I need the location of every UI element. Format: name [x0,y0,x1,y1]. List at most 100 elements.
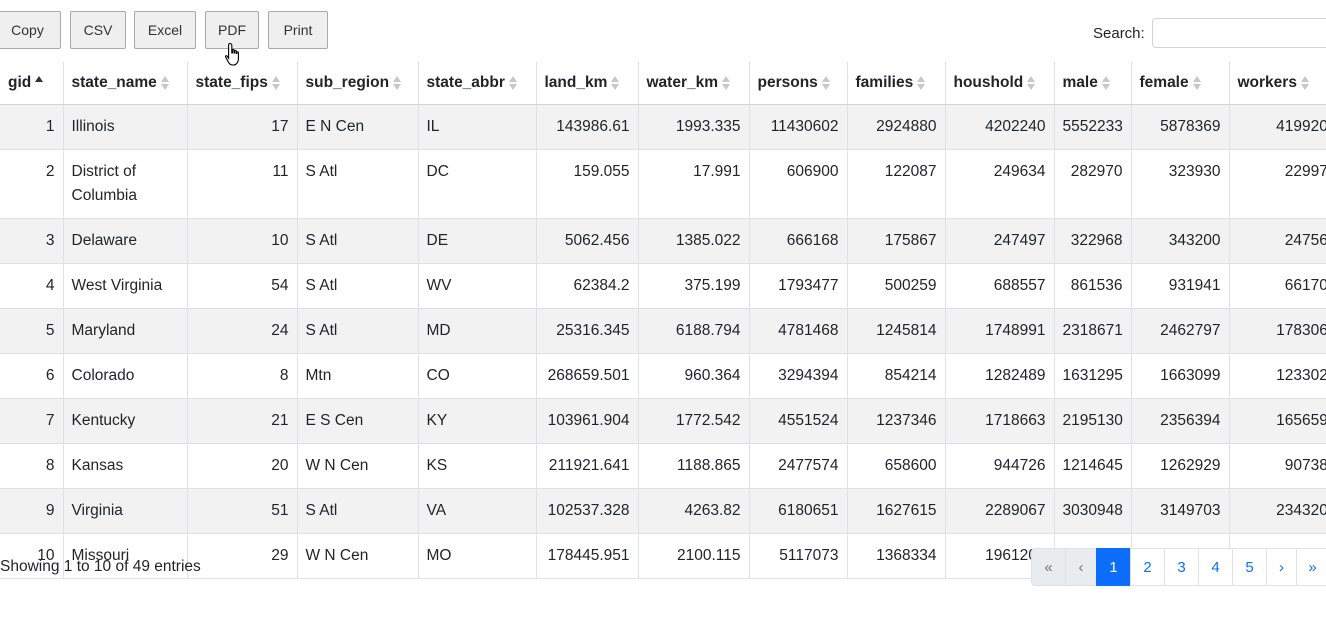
sort-both-icon [393,76,402,90]
table-header-row: gid state_name state_fips sub_region state_a… [0,62,1326,104]
copy-button[interactable]: Copy [0,11,61,49]
cell-male: 2318671 [1054,308,1131,353]
first-page-button[interactable]: « [1031,548,1066,586]
cell-land-km: 143986.61 [536,104,638,149]
cell-land-km: 103961.904 [536,398,638,443]
column-header-state-name[interactable]: state_name [63,62,187,104]
print-button[interactable]: Print [268,11,328,49]
cell-state-fips: 21 [187,398,297,443]
column-header-land-km[interactable]: land_km [536,62,638,104]
column-header-male[interactable]: male [1054,62,1131,104]
next-page-button[interactable]: › [1266,548,1297,586]
cell-female: 2356394 [1131,398,1229,443]
column-header-state-fips[interactable]: state_fips [187,62,297,104]
page-4-button[interactable]: 4 [1198,548,1233,586]
cell-families: 658600 [847,443,945,488]
table-row: 3 Delaware 10 S Atl DE 5062.456 1385.022 666168… [0,218,1326,263]
cell-state-name: Virginia [63,488,187,533]
cell-state-fips: 10 [187,218,297,263]
cell-state-abbr: VA [418,488,536,533]
column-header-workers[interactable]: workers [1229,62,1326,104]
pdf-button[interactable]: PDF [205,11,259,49]
cell-state-name: District of Columbia [63,149,187,218]
sort-ascending-icon [35,76,44,90]
sort-both-icon [1193,76,1202,90]
cell-sub-region: W N Cen [297,443,418,488]
column-header-gid[interactable]: gid [0,62,63,104]
cell-state-name: Kansas [63,443,187,488]
cell-land-km: 211921.641 [536,443,638,488]
cell-female: 931941 [1131,263,1229,308]
table-row: 6 Colorado 8 Mtn CO 268659.501 960.364 3294394 8… [0,353,1326,398]
cell-land-km: 159.055 [536,149,638,218]
cell-state-name: Maryland [63,308,187,353]
cell-state-fips: 11 [187,149,297,218]
column-header-persons[interactable]: persons [749,62,847,104]
cell-houshold: 249634 [945,149,1054,218]
previous-page-button[interactable]: ‹ [1065,548,1097,586]
cell-state-name: West Virginia [63,263,187,308]
sort-both-icon [272,76,281,90]
column-header-sub-region[interactable]: sub_region [297,62,418,104]
column-header-families[interactable]: families [847,62,945,104]
cell-sub-region: S Atl [297,218,418,263]
cell-gid: 4 [0,263,63,308]
cell-gid: 1 [0,104,63,149]
page-3-button[interactable]: 3 [1164,548,1199,586]
column-header-label: sub_region [306,74,390,91]
cell-water-km: 960.364 [638,353,749,398]
excel-button[interactable]: Excel [134,11,196,49]
cell-sub-region: S Atl [297,263,418,308]
search-input[interactable] [1152,18,1326,48]
cell-persons: 5117073 [749,533,847,578]
cell-gid: 3 [0,218,63,263]
data-table: gid state_name state_fips sub_region state_a… [0,62,1326,579]
cell-water-km: 4263.82 [638,488,749,533]
data-table-container: gid state_name state_fips sub_region state_a… [0,62,1326,579]
cell-workers: 1783061 [1229,308,1326,353]
column-header-houshold[interactable]: houshold [945,62,1054,104]
sort-both-icon [611,76,620,90]
cell-families: 122087 [847,149,945,218]
cell-families: 1237346 [847,398,945,443]
cell-persons: 11430602 [749,104,847,149]
cell-land-km: 25316.345 [536,308,638,353]
sort-both-icon [1301,76,1310,90]
column-header-label: land_km [545,74,608,91]
last-page-button[interactable]: » [1296,548,1326,586]
cell-sub-region: S Atl [297,308,418,353]
page-5-button[interactable]: 5 [1232,548,1267,586]
cell-families: 2924880 [847,104,945,149]
cell-land-km: 5062.456 [536,218,638,263]
cell-houshold: 4202240 [945,104,1054,149]
cell-persons: 2477574 [749,443,847,488]
cell-state-abbr: DC [418,149,536,218]
cell-state-fips: 29 [187,533,297,578]
cell-state-abbr: MD [418,308,536,353]
cell-families: 854214 [847,353,945,398]
table-row: 9 Virginia 51 S Atl VA 102537.328 4263.82 61806… [0,488,1326,533]
cell-state-abbr: KY [418,398,536,443]
column-header-state-abbr[interactable]: state_abbr [418,62,536,104]
column-header-water-km[interactable]: water_km [638,62,749,104]
cell-state-name: Delaware [63,218,187,263]
csv-button[interactable]: CSV [70,11,126,49]
cell-water-km: 1385.022 [638,218,749,263]
cell-houshold: 944726 [945,443,1054,488]
cell-state-abbr: CO [418,353,536,398]
search-label: Search: [1093,25,1145,42]
page-2-button[interactable]: 2 [1130,548,1165,586]
cell-water-km: 375.199 [638,263,749,308]
sort-both-icon [917,76,926,90]
cell-male: 1631295 [1054,353,1131,398]
column-header-female[interactable]: female [1131,62,1229,104]
cell-sub-region: S Atl [297,149,418,218]
cell-female: 323930 [1131,149,1229,218]
cell-families: 1627615 [847,488,945,533]
page-1-button[interactable]: 1 [1096,548,1131,586]
cell-workers: 4199206 [1229,104,1326,149]
cell-houshold: 1718663 [945,398,1054,443]
cell-state-name: Colorado [63,353,187,398]
cell-families: 500259 [847,263,945,308]
cell-state-abbr: WV [418,263,536,308]
